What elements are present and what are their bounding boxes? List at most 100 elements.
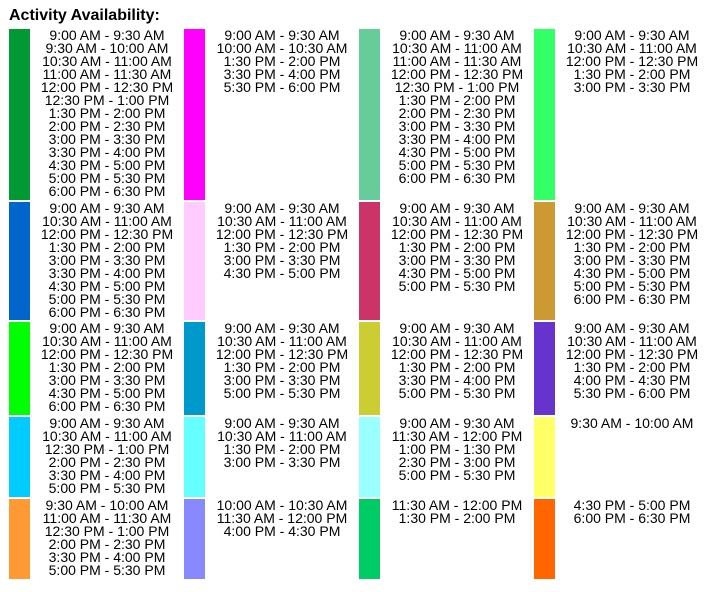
time-slot: 12:00 PM - 12:30 PM (565, 346, 699, 362)
time-slot: 9:00 AM - 9:30 AM (574, 200, 690, 216)
time-slot-list: 9:00 AM - 9:30 AM 10:30 AM - 11:00 AM 12:0… (555, 27, 709, 95)
activity-color-swatch (184, 417, 205, 497)
time-slot: 5:30 PM - 6:00 PM (573, 385, 691, 401)
time-slot: 1:30 PM - 2:00 PM (398, 510, 516, 526)
time-slot: 4:30 PM - 5:00 PM (573, 497, 691, 513)
time-slot: 9:00 AM - 9:30 AM (224, 415, 340, 431)
activity-color-swatch (534, 417, 555, 497)
time-slot: 9:30 AM - 10:00 AM (45, 40, 169, 56)
activity-cell: 9:00 AM - 9:30 AM 10:30 AM - 11:00 AM 12:3… (9, 416, 184, 497)
time-slot: 10:30 AM - 11:00 AM (217, 333, 347, 349)
activity-cell: 4:30 PM - 5:00 PM 6:00 PM - 6:30 PM (534, 497, 709, 579)
time-slot: 2:30 PM - 3:00 PM (398, 454, 516, 470)
time-slot: 11:30 AM - 12:00 PM (216, 510, 348, 526)
time-slot: 1:30 PM - 2:00 PM (48, 105, 166, 121)
time-slot: 1:30 PM - 2:00 PM (398, 239, 516, 255)
time-slot: 3:30 PM - 4:00 PM (48, 549, 166, 565)
activity-cell: 9:00 AM - 9:30 AM 10:30 AM - 11:00 AM 11:0… (359, 28, 534, 200)
activity-color-swatch (184, 322, 205, 415)
activity-cell: 9:00 AM - 9:30 AM 10:30 AM - 11:00 AM 12:0… (184, 200, 359, 320)
activity-cell: 9:00 AM - 9:30 AM 10:30 AM - 11:00 AM 12:0… (534, 200, 709, 320)
time-slot: 12:00 PM - 12:30 PM (40, 346, 174, 362)
time-slot: 12:00 PM - 12:30 PM (390, 66, 524, 82)
activity-color-swatch (9, 202, 30, 320)
activity-cell: 9:30 AM - 10:00 AM 11:00 AM - 11:30 AM 12:… (9, 498, 184, 579)
time-slot: 5:00 PM - 5:30 PM (223, 385, 341, 401)
activity-color-swatch (359, 29, 380, 200)
time-slot: 3:00 PM - 3:30 PM (48, 252, 166, 268)
time-slot: 6:00 PM - 6:30 PM (573, 291, 691, 307)
time-slot: 10:30 AM - 11:00 AM (217, 428, 347, 444)
activity-cell: 9:00 AM - 9:30 AM 9:30 AM - 10:00 AM 10:30… (9, 28, 184, 200)
activity-color-swatch (534, 322, 555, 415)
time-slot: 3:00 PM - 3:30 PM (48, 372, 166, 388)
time-slot: 5:00 PM - 5:30 PM (48, 170, 166, 186)
time-slot-list: 11:30 AM - 12:00 PM 1:30 PM - 2:00 PM (380, 498, 534, 526)
time-slot-list: 9:00 AM - 9:30 AM 10:00 AM - 10:30 AM 1:30… (205, 28, 359, 94)
activity-cell: 11:30 AM - 12:00 PM 1:30 PM - 2:00 PM (359, 498, 534, 579)
time-slot: 4:30 PM - 5:00 PM (48, 385, 166, 401)
activity-color-swatch (359, 322, 380, 415)
time-slot: 9:00 AM - 9:30 AM (49, 320, 165, 336)
time-slot: 12:00 PM - 12:30 PM (565, 226, 699, 242)
time-slot-list: 9:00 AM - 9:30 AM 10:30 AM - 11:00 AM 12:0… (205, 200, 359, 281)
time-slot: 3:00 PM - 3:30 PM (223, 372, 341, 388)
time-slot: 9:00 AM - 9:30 AM (224, 320, 340, 336)
time-slot: 1:30 PM - 2:00 PM (573, 359, 691, 375)
time-slot: 4:00 PM - 4:30 PM (573, 372, 691, 388)
activity-cell: 9:00 AM - 9:30 AM 10:30 AM - 11:00 AM 12:0… (534, 320, 709, 415)
time-slot: 12:30 PM - 1:00 PM (44, 92, 170, 108)
time-slot: 11:00 AM - 11:30 AM (42, 66, 172, 82)
activity-color-swatch (534, 202, 555, 320)
time-slot: 1:30 PM - 2:00 PM (223, 441, 341, 457)
time-slot: 5:00 PM - 5:30 PM (48, 480, 166, 496)
time-slot-list: 9:00 AM - 9:30 AM 9:30 AM - 10:00 AM 10:30… (30, 28, 184, 198)
activity-color-swatch (359, 499, 380, 579)
time-slot: 10:30 AM - 11:00 AM (567, 333, 697, 349)
time-slot: 1:30 PM - 2:00 PM (573, 239, 691, 255)
activity-cell: 9:00 AM - 9:30 AM 10:30 AM - 11:00 AM 12:0… (9, 320, 184, 415)
time-slot: 3:00 PM - 3:30 PM (398, 118, 516, 134)
time-slot-list: 10:00 AM - 10:30 AM 11:30 AM - 12:00 PM 4:… (205, 497, 359, 539)
time-slot: 9:00 AM - 9:30 AM (574, 320, 690, 336)
time-slot: 9:00 AM - 9:30 AM (224, 200, 340, 216)
time-slot-list: 9:00 AM - 9:30 AM 10:30 AM - 11:00 AM 12:0… (380, 321, 534, 401)
time-slot: 9:00 AM - 9:30 AM (49, 200, 165, 216)
time-slot-list: 9:00 AM - 9:30 AM 10:30 AM - 11:00 AM 1:30… (205, 415, 359, 469)
time-slot: 3:30 PM - 4:00 PM (48, 467, 166, 483)
time-slot: 4:30 PM - 5:00 PM (223, 265, 341, 281)
time-slot: 11:30 AM - 12:00 PM (391, 428, 523, 444)
time-slot: 12:00 PM - 12:30 PM (215, 346, 349, 362)
time-slot: 10:30 AM - 11:00 AM (42, 53, 172, 69)
time-slot: 1:30 PM - 2:00 PM (398, 92, 516, 108)
time-slot: 3:00 PM - 3:30 PM (573, 79, 691, 95)
time-slot-list: 9:00 AM - 9:30 AM 10:30 AM - 11:00 AM 12:0… (555, 320, 709, 401)
activity-cell: 9:00 AM - 9:30 AM 10:30 AM - 11:00 AM 12:0… (359, 200, 534, 320)
time-slot: 5:00 PM - 5:30 PM (398, 157, 516, 173)
time-slot: 4:00 PM - 4:30 PM (223, 523, 341, 539)
activity-color-swatch (9, 322, 30, 415)
time-slot: 5:00 PM - 5:30 PM (398, 385, 516, 401)
time-slot: 1:30 PM - 2:00 PM (223, 239, 341, 255)
time-slot: 9:00 AM - 9:30 AM (399, 200, 515, 216)
activity-cell: 10:00 AM - 10:30 AM 11:30 AM - 12:00 PM 4:… (184, 497, 359, 579)
time-slot-list: 9:00 AM - 9:30 AM 10:30 AM - 11:00 AM 12:0… (30, 320, 184, 413)
activity-cell: 9:00 AM - 9:30 AM 10:30 AM - 11:00 AM 12:0… (534, 27, 709, 200)
time-slot-list: 9:00 AM - 9:30 AM 10:30 AM - 11:00 AM 12:3… (30, 416, 184, 496)
time-slot: 10:00 AM - 10:30 AM (216, 497, 348, 513)
time-slot: 3:30 PM - 4:00 PM (398, 372, 516, 388)
time-slot: 11:00 AM - 11:30 AM (392, 53, 522, 69)
time-slot: 3:00 PM - 3:30 PM (398, 252, 516, 268)
activity-color-swatch (359, 202, 380, 320)
time-slot: 10:30 AM - 11:00 AM (42, 213, 172, 229)
time-slot: 5:00 PM - 5:30 PM (48, 291, 166, 307)
time-slot: 9:00 AM - 9:30 AM (574, 27, 690, 43)
time-slot: 12:00 PM - 12:30 PM (390, 346, 524, 362)
time-slot: 1:30 PM - 2:00 PM (573, 66, 691, 82)
time-slot: 1:00 PM - 1:30 PM (398, 441, 516, 457)
time-slot: 3:00 PM - 3:30 PM (573, 252, 691, 268)
activity-color-swatch (9, 29, 30, 200)
time-slot: 4:30 PM - 5:00 PM (398, 144, 516, 160)
activity-color-swatch (184, 29, 205, 200)
time-slot: 10:30 AM - 11:00 AM (567, 40, 697, 56)
